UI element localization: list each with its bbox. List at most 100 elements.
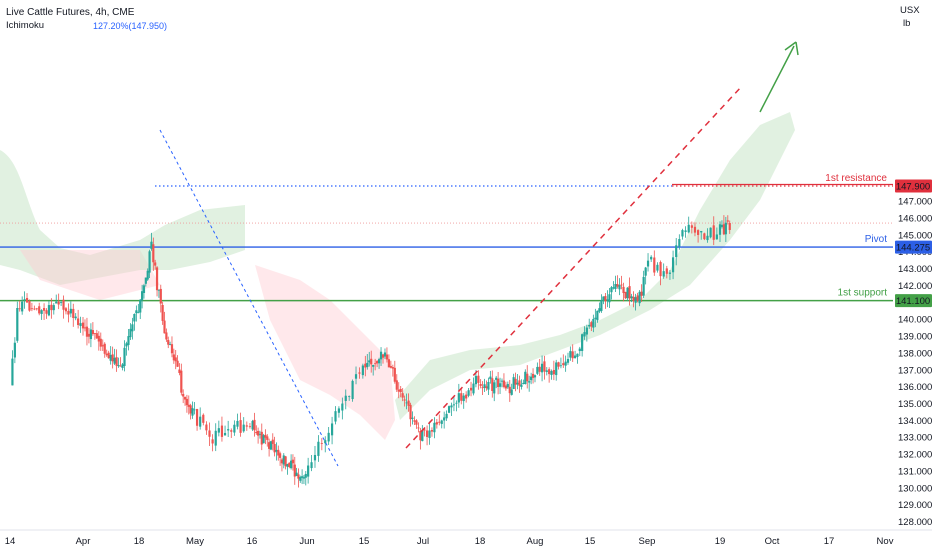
candle-body [678, 239, 681, 247]
candle-body [465, 394, 468, 399]
candle-body [477, 375, 480, 383]
candle-body [640, 291, 643, 296]
candle-body [351, 380, 354, 400]
candle-body [538, 366, 541, 372]
candle-body [493, 382, 496, 394]
candle-body [72, 308, 75, 318]
bullish-arrow-shaft [759, 45, 795, 113]
candle-body [397, 389, 400, 392]
candle-body [377, 359, 381, 364]
time-tick-label: May [186, 536, 204, 547]
candle-body [407, 400, 410, 406]
candle-body [712, 225, 715, 240]
candle-body [193, 409, 196, 411]
candle-body [23, 299, 26, 300]
candle-body [89, 329, 93, 340]
candle-body [91, 330, 94, 335]
candle-body [87, 333, 91, 337]
candle-body [460, 393, 463, 401]
candle-body [364, 363, 367, 368]
candle-body [131, 324, 134, 332]
candle-body [409, 404, 412, 420]
candle-body [113, 357, 116, 364]
time-tick-label: 15 [359, 536, 370, 547]
price-tick-label: 136.000 [898, 382, 932, 393]
candle-body [559, 365, 563, 367]
candle-body [581, 334, 584, 351]
candle-body [636, 295, 639, 301]
time-axis[interactable]: 14 Apr 18 May 16 Jun 15 Jul 18 Aug 15 Sep 19 Oct 17 Nov [5, 536, 894, 547]
candle-body [150, 241, 153, 249]
candle-body [726, 220, 729, 222]
candle-body [135, 310, 138, 314]
candle-body [33, 308, 36, 310]
candle-body [540, 363, 544, 373]
candle-body [675, 245, 678, 258]
candle-body [395, 380, 398, 390]
candle-body [208, 430, 211, 437]
candle-body [522, 382, 525, 384]
candle-body [182, 393, 185, 397]
candle-body [176, 360, 179, 367]
candle-body [211, 439, 214, 444]
candle-body [50, 304, 53, 311]
price-tick-label: 134.000 [898, 416, 932, 427]
candle-body [271, 439, 274, 444]
candle-body [18, 308, 21, 310]
candle-body [81, 322, 85, 329]
candle-body [187, 404, 190, 407]
uptrend-line [405, 85, 743, 449]
candle-body [415, 420, 418, 425]
candle-body [495, 377, 498, 380]
candle-body [413, 420, 416, 422]
candle-body [618, 285, 621, 290]
candle-body [632, 296, 635, 302]
candle-body [668, 272, 672, 274]
candle-body [146, 270, 149, 280]
candle-body [401, 393, 404, 398]
candle-body [571, 351, 574, 359]
candle-body [385, 354, 389, 360]
pivot-label: Pivot [865, 234, 887, 245]
time-tick-label: Aug [527, 536, 544, 547]
candle-body [286, 464, 289, 467]
price-tick-label: 128.000 [898, 517, 932, 528]
candles [11, 215, 731, 488]
candle-body [644, 267, 647, 276]
candle-body [330, 423, 334, 436]
candle-body [111, 354, 114, 362]
candle-body [516, 382, 519, 385]
candle-body [421, 429, 424, 442]
time-tick-label: Apr [76, 536, 91, 547]
candle-body [616, 284, 619, 287]
candle-body [608, 294, 611, 303]
price-tick-label: 146.000 [898, 214, 932, 225]
candle-body [167, 339, 170, 345]
candle-body [97, 335, 100, 342]
candle-body [142, 285, 146, 293]
candle-body [681, 230, 684, 237]
candle-body [504, 385, 507, 389]
candle-body [612, 287, 615, 289]
candle-body [630, 296, 633, 299]
candle-body [45, 310, 48, 314]
candle-body [659, 262, 662, 277]
candle-body [602, 296, 605, 301]
candle-body [650, 256, 653, 260]
candle-body [277, 449, 280, 456]
candle-body [327, 432, 330, 442]
candle-body [508, 386, 511, 394]
candle-body [42, 308, 46, 311]
candle-body [85, 326, 89, 337]
candle-body [722, 224, 725, 235]
candle-body [552, 369, 555, 375]
candle-body [264, 434, 267, 438]
currency-label: USX [900, 5, 920, 16]
candle-body [11, 358, 14, 386]
candle-body [481, 387, 484, 389]
candle-body [217, 428, 220, 433]
candle-body [257, 430, 260, 436]
candle-body [69, 308, 72, 314]
candle-body [361, 365, 364, 376]
